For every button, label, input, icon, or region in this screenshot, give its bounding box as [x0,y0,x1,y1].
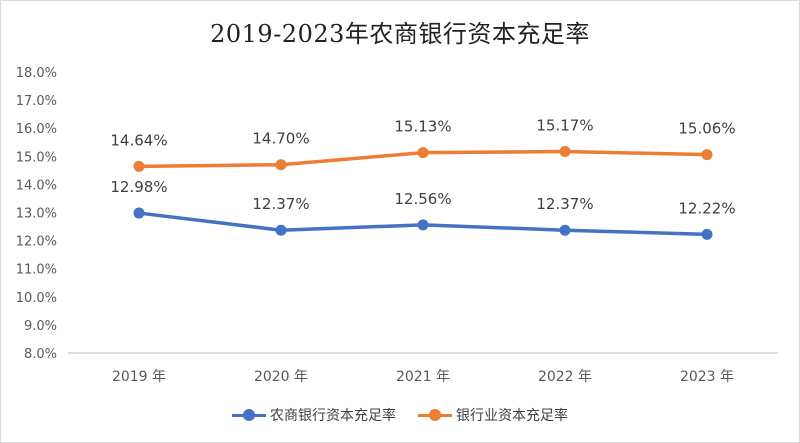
x-axis: 2019 年 2020 年 2021 年 2022 年 2023 年 [68,352,778,385]
x-tick-label: 2020 年 [254,369,308,385]
y-tick-label: 8.0% [24,347,57,362]
data-label: 12.37% [536,195,593,213]
data-label: 12.98% [110,178,167,196]
legend-label: 银行业资本充足率 [456,408,568,424]
data-point [133,160,145,172]
data-point [133,207,145,219]
legend: 农商银行资本充足率 银行业资本充足率 [0,405,800,425]
y-axis: 8.0% 9.0% 10.0% 11.0% 12.0% 13.0% 14.0% 15.0% 16… [16,66,57,362]
y-tick-label: 9.0% [24,319,57,334]
data-label: 15.17% [536,117,593,135]
y-tick-label: 12.0% [16,235,57,250]
y-tick-label: 11.0% [16,263,57,278]
y-tick-label: 13.0% [16,207,57,222]
data-point [417,147,429,159]
data-label: 14.70% [252,130,309,148]
data-point [559,146,571,158]
legend-item-rural-banks: 农商银行资本充足率 [232,405,396,425]
legend-swatch-blue [232,408,266,422]
y-tick-label: 10.0% [16,291,57,306]
data-label: 14.64% [110,131,167,149]
y-tick-label: 18.0% [16,66,57,81]
legend-swatch-orange [418,408,452,422]
y-tick-label: 15.0% [16,150,57,165]
data-point [701,149,713,161]
data-point [559,224,571,236]
data-label: 12.56% [394,190,451,208]
chart-title: 2019-2023年农商银行资本充足率 [210,20,590,48]
data-point [417,219,429,231]
x-tick-label: 2021 年 [396,369,450,385]
data-point [275,224,287,236]
x-tick-label: 2019 年 [112,369,166,385]
data-point [701,228,713,240]
data-label: 12.37% [252,195,309,213]
legend-item-banking-industry: 银行业资本充足率 [418,405,568,425]
data-point [275,159,287,171]
y-tick-label: 14.0% [16,178,57,193]
legend-label: 农商银行资本充足率 [270,408,396,424]
data-label: 12.22% [678,199,735,217]
y-tick-label: 16.0% [16,122,57,137]
y-tick-label: 17.0% [16,94,57,109]
x-tick-label: 2023 年 [680,369,734,385]
series-layer: 12.98% 12.37% 12.56% 12.37% 12.22% 14.64% 14.7… [110,117,736,240]
data-label: 15.06% [678,120,735,138]
data-label: 15.13% [394,118,451,136]
x-tick-label: 2022 年 [538,369,592,385]
